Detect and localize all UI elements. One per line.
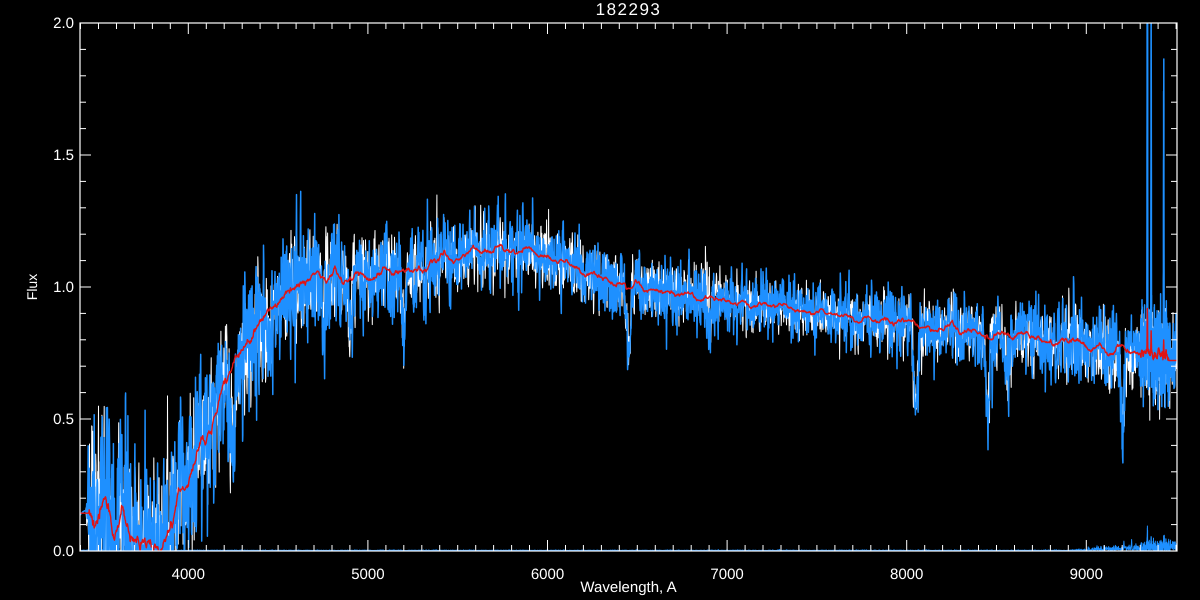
svg-text:0.0: 0.0 bbox=[53, 543, 74, 560]
svg-text:182293: 182293 bbox=[596, 0, 662, 19]
svg-text:0.5: 0.5 bbox=[53, 411, 74, 428]
svg-text:2.0: 2.0 bbox=[53, 15, 74, 32]
svg-text:1.0: 1.0 bbox=[53, 279, 74, 296]
svg-text:7000: 7000 bbox=[710, 566, 743, 583]
svg-text:4000: 4000 bbox=[172, 566, 205, 583]
svg-text:9000: 9000 bbox=[1070, 566, 1103, 583]
svg-text:8000: 8000 bbox=[890, 566, 923, 583]
svg-text:1.5: 1.5 bbox=[53, 147, 74, 164]
svg-text:5000: 5000 bbox=[351, 566, 384, 583]
svg-text:Wavelength, A: Wavelength, A bbox=[580, 579, 676, 596]
svg-text:Flux: Flux bbox=[24, 274, 40, 300]
svg-text:6000: 6000 bbox=[531, 566, 564, 583]
